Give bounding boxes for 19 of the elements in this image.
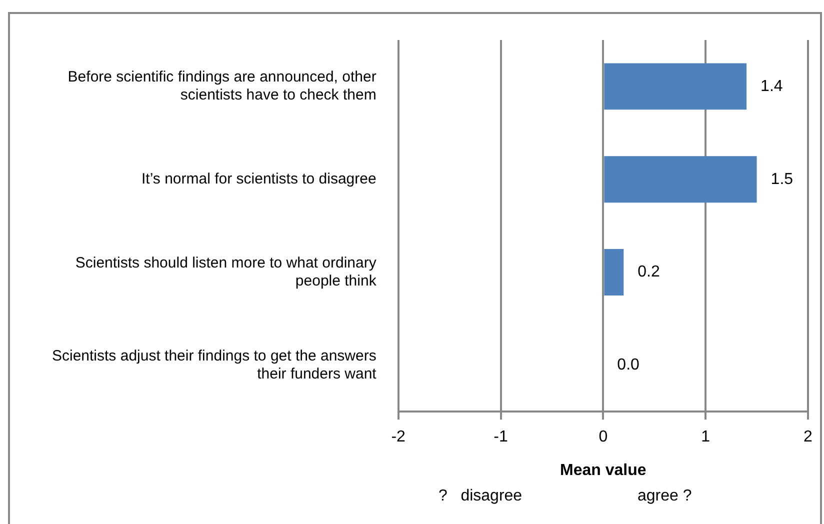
text: agree ? (637, 487, 692, 504)
y-tick-label: It’s normal for scientists to disagree (142, 170, 376, 188)
y-tick-label: Scientists adjust their findings to get the answers their funders want (52, 347, 378, 382)
data-label: 1.5 (770, 170, 794, 188)
x-tick-label: -2 (391, 428, 406, 446)
x-tick-label: 0 (598, 428, 608, 446)
x-tick-label: -1 (494, 428, 508, 446)
text: ? disagree (438, 487, 522, 504)
data-label: 0.0 (617, 356, 640, 374)
bar (604, 63, 747, 110)
x-tick-label: 2 (804, 428, 813, 446)
x-tick-label: 1 (701, 428, 710, 446)
data-label: 0.2 (638, 264, 660, 281)
bar (604, 156, 757, 203)
y-tick-label: Scientists should listen more to what ordinary people think (75, 254, 377, 290)
x-axis-title: Mean value (560, 462, 646, 479)
y-tick-label: Before scientific findings are announced, other scientists have to check them (68, 68, 376, 104)
data-label: 1.4 (760, 78, 783, 95)
bar (604, 249, 624, 296)
